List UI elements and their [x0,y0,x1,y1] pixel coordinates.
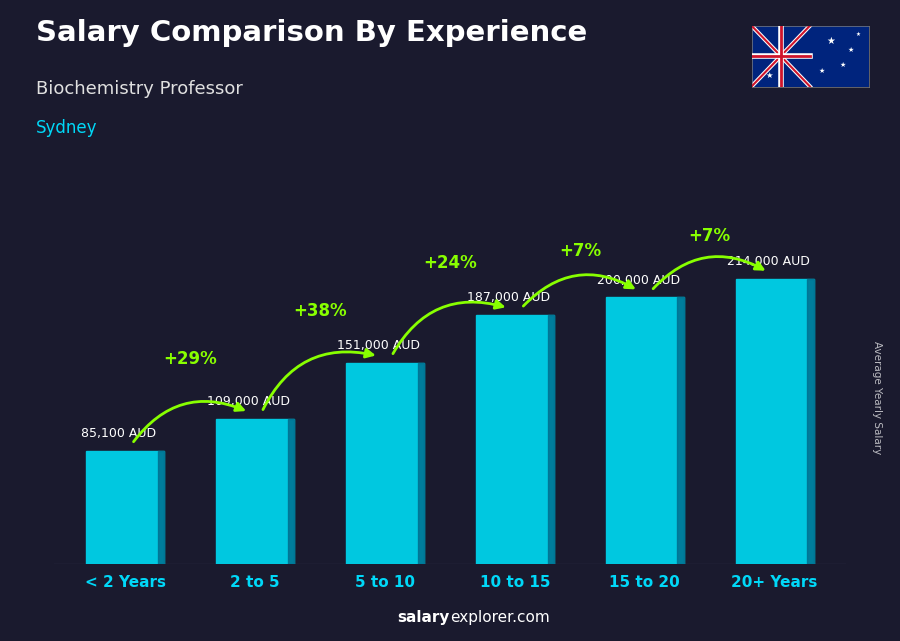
Bar [606,297,684,564]
Text: +24%: +24% [423,254,477,272]
Text: Biochemistry Professor: Biochemistry Professor [36,80,243,98]
Text: Average Yearly Salary: Average Yearly Salary [872,341,883,454]
Bar [735,279,814,564]
Text: ★: ★ [819,69,824,74]
Text: 214,000 AUD: 214,000 AUD [726,255,809,268]
Bar [418,363,424,564]
Text: 151,000 AUD: 151,000 AUD [338,339,420,352]
Text: ★: ★ [839,62,845,68]
Text: ★: ★ [765,71,773,80]
Text: +7%: +7% [688,228,731,246]
Text: +7%: +7% [559,242,601,260]
Bar [678,297,684,564]
Text: Salary Comparison By Experience: Salary Comparison By Experience [36,19,587,47]
Bar [476,315,554,564]
Text: Sydney: Sydney [36,119,97,137]
Bar [216,419,294,564]
Text: +29%: +29% [164,350,217,368]
Text: 187,000 AUD: 187,000 AUD [467,291,550,304]
Text: salary: salary [398,610,450,625]
Text: explorer.com: explorer.com [450,610,550,625]
Text: ★: ★ [856,32,860,37]
Bar [158,451,165,564]
Text: 109,000 AUD: 109,000 AUD [207,395,291,408]
Text: 200,000 AUD: 200,000 AUD [597,274,680,287]
Bar [807,279,814,564]
Bar [346,363,424,564]
Text: 85,100 AUD: 85,100 AUD [81,427,157,440]
Text: ★: ★ [848,47,854,53]
Bar [547,315,553,564]
Text: ★: ★ [826,36,835,46]
Bar [86,451,165,564]
Bar [288,419,294,564]
Text: +38%: +38% [293,302,347,320]
